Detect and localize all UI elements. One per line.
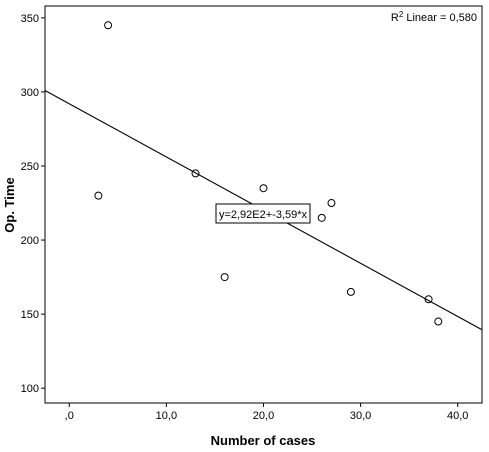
x-tick-label: 40,0 bbox=[447, 410, 468, 422]
scatter-point bbox=[317, 213, 326, 222]
x-tick-label: ,0 bbox=[65, 410, 74, 422]
scatter-point bbox=[259, 184, 268, 193]
x-tick-label: 20,0 bbox=[253, 410, 274, 422]
x-tick-label: 30,0 bbox=[350, 410, 371, 422]
y-tick-label: 200 bbox=[21, 235, 39, 247]
x-tick-label: 10,0 bbox=[156, 410, 177, 422]
scatter-point bbox=[94, 191, 103, 200]
y-axis: 100 150 200 250 300 350 bbox=[21, 13, 45, 395]
scatter-point bbox=[191, 169, 200, 178]
scatter-point bbox=[434, 317, 443, 326]
r2-superscript: 2 bbox=[399, 10, 404, 19]
scatter-points bbox=[94, 21, 443, 326]
y-tick-label: 150 bbox=[21, 309, 39, 321]
r2-label: R2 Linear = 0,580 bbox=[391, 10, 477, 24]
r2-suffix: Linear = 0,580 bbox=[403, 12, 477, 24]
r2-prefix: R bbox=[391, 12, 399, 24]
y-tick-label: 100 bbox=[21, 383, 39, 395]
y-tick-label: 300 bbox=[21, 87, 39, 99]
y-tick-label: 350 bbox=[21, 13, 39, 25]
scatter-point bbox=[346, 287, 355, 296]
scatter-point bbox=[220, 273, 229, 282]
x-axis: ,0 10,0 20,0 30,0 40,0 bbox=[65, 403, 468, 422]
equation-label: y=2,92E2+-3,59*x bbox=[219, 209, 308, 221]
equation-box-frame bbox=[215, 203, 311, 224]
scatter-point bbox=[104, 21, 113, 30]
x-axis-title: Number of cases bbox=[211, 433, 316, 448]
y-tick-label: 250 bbox=[21, 161, 39, 173]
y-axis-title: Op. Time bbox=[2, 177, 17, 232]
scatter-point bbox=[327, 199, 336, 208]
equation-box: y=2,92E2+-3,59*x bbox=[215, 203, 311, 224]
scatter-point bbox=[424, 295, 433, 304]
